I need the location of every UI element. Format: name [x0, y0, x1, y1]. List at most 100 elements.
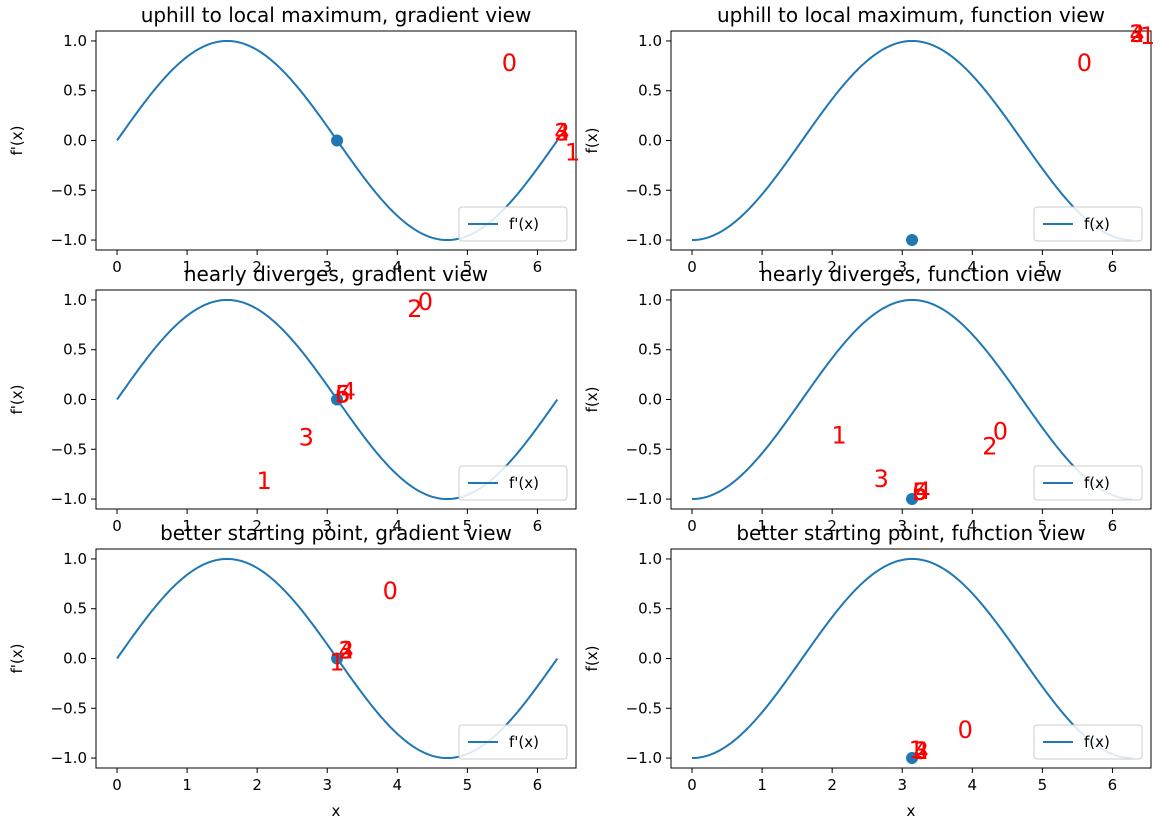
iteration-label: 4 [916, 477, 931, 505]
chart-title: nearly diverges, function view [760, 262, 1062, 286]
y-tick-label: 1.0 [638, 32, 662, 50]
iteration-label: 1 [1140, 22, 1155, 50]
x-tick-label: 6 [1108, 258, 1118, 276]
legend-box [458, 465, 568, 501]
iteration-label: 2 [914, 737, 929, 765]
iteration-label: 6 [335, 381, 350, 409]
y-tick-label: −0.5 [51, 181, 87, 199]
x-tick-label: 6 [1108, 776, 1118, 794]
x-tick-label: 3 [322, 517, 332, 535]
chart-title: nearly diverges, gradient view [184, 262, 488, 286]
x-axis-label: x [907, 802, 916, 820]
y-tick-label: 1.0 [63, 291, 87, 309]
chart-title: better starting point, gradient view [160, 521, 512, 545]
y-tick-label: 0.0 [63, 391, 87, 409]
iteration-label: 2 [407, 295, 422, 323]
iteration-label: 4 [554, 119, 569, 147]
x-tick-label: 1 [757, 258, 767, 276]
y-tick-label: 0.0 [63, 650, 87, 668]
x-tick-label: 0 [112, 517, 122, 535]
y-tick-label: −1.0 [626, 749, 662, 767]
legend-entry: f'(x) [509, 733, 539, 751]
iteration-label: 5 [912, 478, 927, 506]
x-tick-label: 4 [393, 776, 403, 794]
x-tick-label: 1 [757, 517, 767, 535]
legend-entry: f(x) [1084, 474, 1110, 492]
x-tick-label: 2 [252, 776, 262, 794]
iteration-label: 6 [912, 478, 927, 506]
chart-title: uphill to local maximum, gradient view [141, 3, 532, 27]
iteration-label: 5 [335, 381, 350, 409]
legend-entry: f'(x) [509, 215, 539, 233]
y-tick-label: −1.0 [51, 231, 87, 249]
y-axis-label: f(x) [583, 387, 601, 413]
iteration-label: 2 [339, 637, 354, 665]
iteration-label: 3 [874, 465, 889, 493]
x-tick-label: 0 [687, 776, 697, 794]
x-tick-label: 3 [322, 776, 332, 794]
y-tick-label: 1.0 [638, 550, 662, 568]
y-tick-label: −1.0 [51, 749, 87, 767]
series-line [691, 298, 1133, 501]
legend-entry: f(x) [1084, 733, 1110, 751]
iteration-label: 0 [993, 417, 1008, 445]
iteration-label: 2 [554, 119, 569, 147]
iteration-label: 1 [832, 421, 847, 449]
iteration-label: 1 [257, 467, 272, 495]
x-tick-label: 5 [1038, 776, 1048, 794]
iteration-label: 2 [1129, 20, 1144, 48]
x-tick-label: 0 [112, 776, 122, 794]
legend-box [1033, 206, 1143, 242]
x-tick-label: 2 [252, 517, 262, 535]
iteration-label: 4 [914, 737, 929, 765]
data-point [331, 134, 344, 147]
y-axis-label: f(x) [583, 128, 601, 154]
legend-box [1033, 465, 1143, 501]
y-tick-label: −1.0 [626, 231, 662, 249]
subplot-2: uphill to local maximum, function view 0 1… [583, 3, 1155, 276]
y-tick-label: 0.5 [638, 600, 662, 618]
iteration-label: 1 [329, 648, 344, 676]
iteration-label: 1 [565, 138, 580, 166]
x-tick-label: 2 [827, 517, 837, 535]
y-tick-label: 1.0 [63, 32, 87, 50]
x-tick-label: 4 [968, 776, 978, 794]
y-axis-label: f(x) [583, 646, 601, 672]
legend-box [1033, 724, 1143, 760]
x-tick-label: 4 [968, 258, 978, 276]
x-tick-label: 4 [968, 517, 978, 535]
x-tick-label: 5 [463, 258, 473, 276]
x-tick-label: 2 [827, 776, 837, 794]
y-tick-label: 0.0 [638, 391, 662, 409]
data-point [906, 752, 919, 765]
y-tick-label: 0.5 [638, 341, 662, 359]
iteration-label: 1 [909, 736, 924, 764]
iteration-label: 0 [1077, 49, 1092, 77]
y-axis-label: f'(x) [8, 385, 26, 415]
data-point [906, 493, 919, 506]
x-tick-label: 6 [533, 776, 543, 794]
x-tick-label: 5 [463, 776, 473, 794]
data-point [331, 652, 344, 665]
iteration-label: 4 [341, 378, 356, 406]
iteration-label: 0 [958, 716, 973, 744]
y-tick-label: −0.5 [51, 699, 87, 717]
x-tick-label: 6 [533, 517, 543, 535]
y-tick-label: 0.5 [63, 82, 87, 100]
y-tick-label: 0.0 [638, 650, 662, 668]
x-tick-label: 3 [897, 776, 907, 794]
iteration-label: 3 [299, 423, 314, 451]
legend-entry: f(x) [1084, 215, 1110, 233]
y-tick-label: −1.0 [51, 490, 87, 508]
iteration-label: 2 [982, 432, 997, 460]
x-tick-label: 3 [897, 517, 907, 535]
x-tick-label: 0 [687, 517, 697, 535]
x-tick-label: 2 [827, 258, 837, 276]
y-tick-label: 0.5 [638, 82, 662, 100]
series-line [691, 39, 1133, 242]
iteration-label: 4 [1129, 20, 1144, 48]
x-tick-label: 6 [1108, 517, 1118, 535]
